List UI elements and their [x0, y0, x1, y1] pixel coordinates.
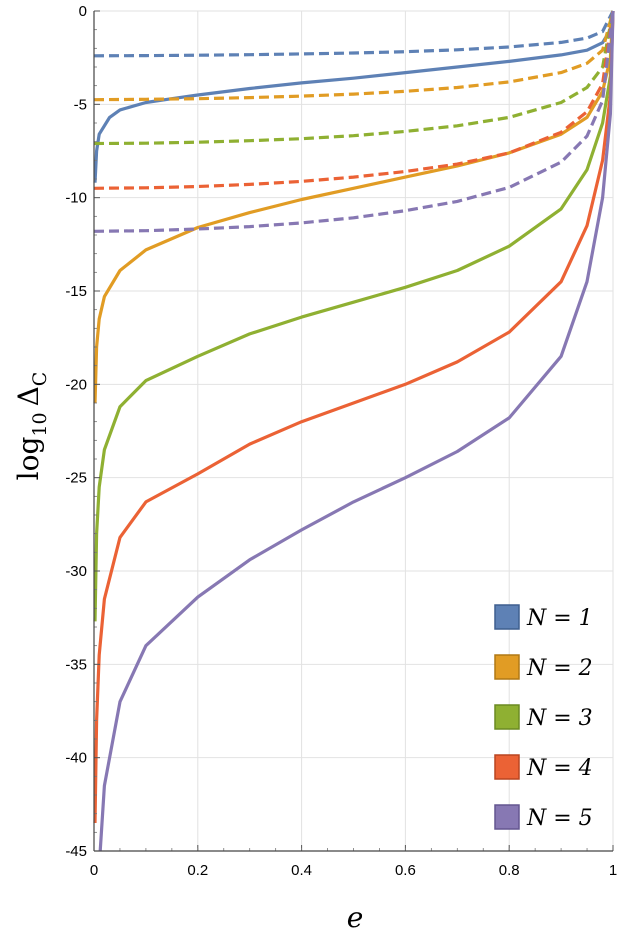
y-axis-label-main: log — [12, 437, 45, 481]
y-tick-label: -35 — [65, 656, 87, 673]
legend-swatch-1 — [494, 604, 520, 630]
legend-label-2: N = 2 — [526, 656, 593, 681]
x-tick-label: 0.4 — [291, 862, 312, 879]
y-axis-label: log10 ΔC — [12, 372, 51, 481]
y-tick-label: -20 — [65, 376, 87, 393]
series-line-dashed-9 — [93, 10, 615, 233]
y-tick-label: -45 — [65, 843, 87, 860]
axes: 0 0.2 0.4 0.6 0.8 1 0 -5 -10 -15 -20 -25 -30 -35 -40 -4… — [65, 3, 617, 879]
x-tick-label: 0.8 — [499, 862, 520, 879]
legend-swatch-4 — [494, 754, 520, 780]
legend-swatch-3 — [494, 704, 520, 730]
series-line-dashed-5 — [93, 10, 615, 146]
x-tick-label: 0 — [90, 862, 98, 879]
series-line-solid-4 — [93, 10, 615, 622]
y-tick-label: -30 — [65, 563, 87, 580]
y-tick-label: -25 — [65, 470, 87, 487]
series-line-solid-6 — [93, 10, 615, 824]
y-axis-label-symbol: Δ — [12, 386, 45, 406]
y-tick-label: -10 — [65, 190, 87, 207]
series-line-solid-0 — [93, 10, 615, 183]
y-axis-label-symbol-sub: C — [29, 372, 51, 387]
series-line-solid-2 — [93, 10, 615, 404]
x-tick-label: 0.6 — [395, 862, 416, 879]
y-tick-label: -40 — [65, 750, 87, 767]
legend-label-4: N = 4 — [526, 756, 593, 781]
legend: N = 1 N = 2 N = 3 N = 4 N = 5 — [494, 604, 593, 831]
series-line-solid-8 — [98, 10, 615, 852]
y-axis-label-sub: 10 — [29, 412, 51, 436]
x-tick-label: 1 — [609, 862, 617, 879]
legend-label-3: N = 3 — [526, 706, 593, 731]
legend-label-5: N = 5 — [526, 806, 593, 831]
y-tick-label: 0 — [79, 3, 87, 20]
x-tick-label: 0.2 — [187, 862, 208, 879]
x-axis-label: e — [347, 901, 364, 934]
y-tick-label: -5 — [74, 96, 87, 113]
svg-text:log10ΔC: log10 ΔC — [12, 372, 51, 481]
y-tick-label: -15 — [65, 283, 87, 300]
legend-swatch-2 — [494, 654, 520, 680]
legend-label-1: N = 1 — [526, 606, 593, 631]
legend-swatch-5 — [494, 804, 520, 830]
grid — [93, 10, 614, 852]
series-line-dashed-3 — [93, 10, 615, 102]
series-layer — [93, 10, 615, 852]
